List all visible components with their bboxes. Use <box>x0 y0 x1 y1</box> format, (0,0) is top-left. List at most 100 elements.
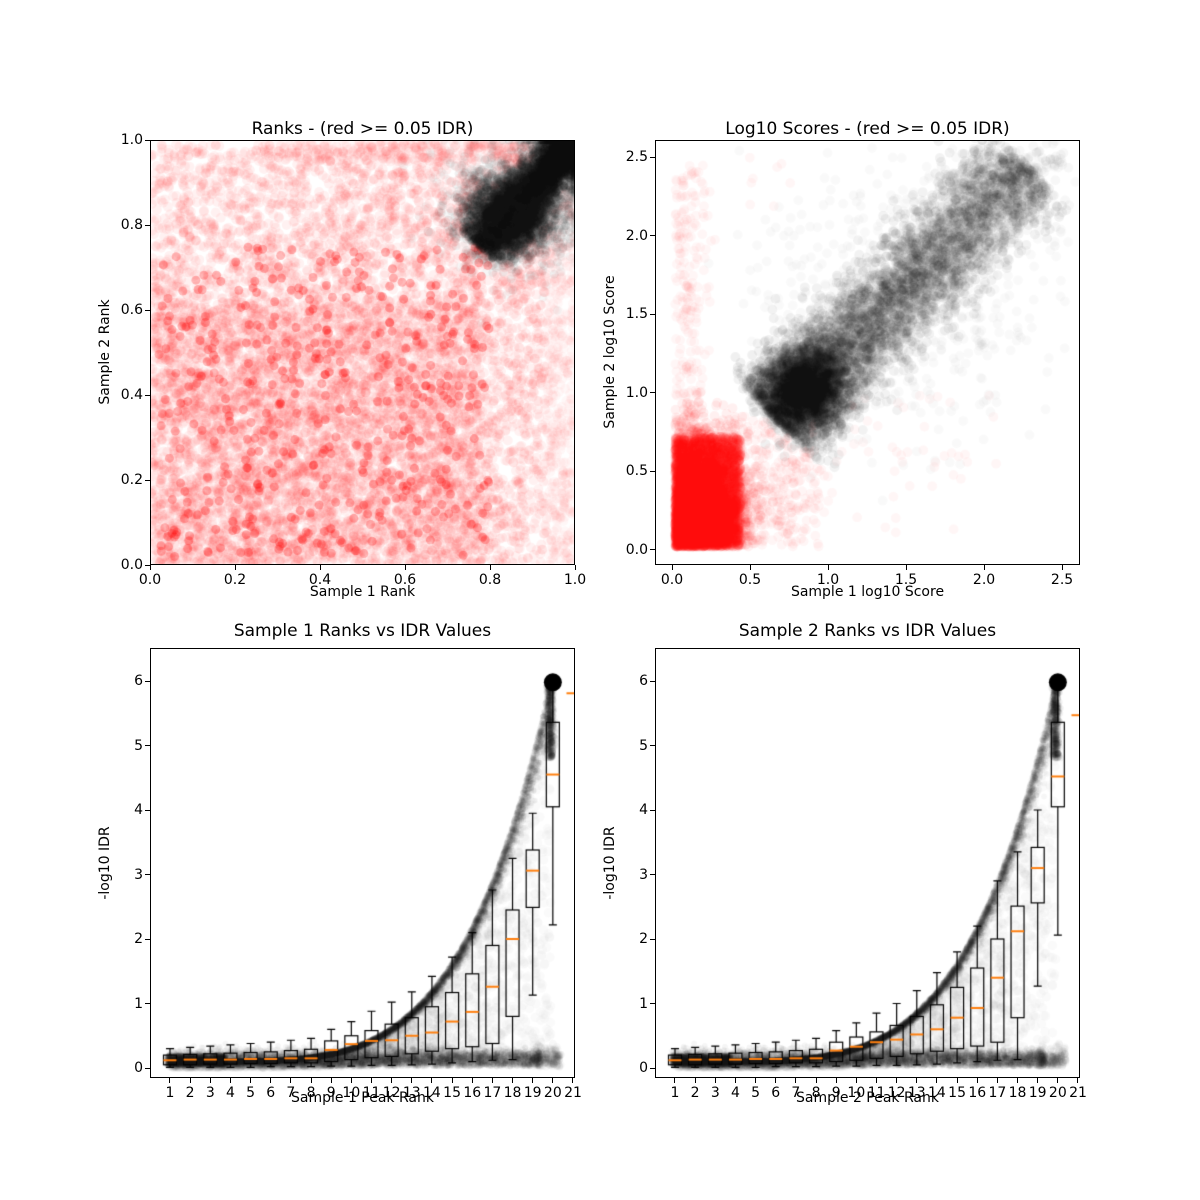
log10_scores_scatter-y-tick <box>650 392 655 394</box>
sample2_rank_vs_idr-x-tick <box>956 1078 958 1083</box>
sample2_rank_vs_idr-y-tick-label: 1 <box>639 995 648 1012</box>
sample1_rank_vs_idr-x-tick-label: 19 <box>523 1085 542 1101</box>
sample1_rank_vs_idr-y-tick-label: 5 <box>134 737 143 754</box>
sample2_rank_vs_idr-x-tick <box>734 1078 736 1083</box>
log10_scores_scatter-x-tick-label: 1.5 <box>894 572 918 588</box>
log10_scores_scatter-y-tick <box>650 549 655 551</box>
sample2_rank_vs_idr-x-tick-label: 16 <box>968 1085 987 1101</box>
ranks_scatter-y-tick-label: 0.8 <box>120 217 143 233</box>
sample2_rank_vs_idr-x-tick <box>855 1078 857 1083</box>
log10_scores_scatter-y-tick-label: 0.0 <box>625 541 648 558</box>
sample1_rank_vs_idr-x-tick-label: 18 <box>503 1085 522 1101</box>
plot-canvas-idr2 <box>655 648 1080 1078</box>
sample2_rank_vs_idr-x-tick <box>1017 1078 1019 1083</box>
log10_scores_scatter-y-tick-label: 1.0 <box>625 384 648 401</box>
sample1_rank_vs_idr-y-tick <box>145 1067 150 1069</box>
sample2_rank_vs_idr-x-tick <box>875 1078 877 1083</box>
ranks_scatter-x-tick-label: 0.8 <box>478 572 502 588</box>
sample2_rank_vs_idr-y-tick <box>650 1003 655 1004</box>
ranks_scatter-x-tick-label: 0.6 <box>393 572 417 588</box>
ranks_scatter-x-tick <box>574 565 576 570</box>
xlabel-ranks-plot: Sample 1 Rank <box>309 584 416 600</box>
sample2_rank_vs_idr-x-tick <box>815 1078 817 1083</box>
sample2_rank_vs_idr-x-tick-label: 12 <box>887 1085 906 1101</box>
sample2_rank_vs_idr-x-tick <box>795 1078 797 1083</box>
xlabel-sample2-idr-plot: Sample 2 Peak Rank <box>796 1090 939 1106</box>
log10_scores_scatter-x-tick <box>749 565 751 570</box>
sample1_rank_vs_idr-x-tick-label: 15 <box>443 1085 461 1101</box>
sample1_rank_vs_idr-x-tick <box>250 1078 252 1083</box>
sample2_rank_vs_idr-x-tick <box>775 1078 777 1083</box>
sample2_rank_vs_idr-x-tick <box>916 1078 918 1083</box>
sample1_rank_vs_idr-x-tick-label: 10 <box>342 1085 361 1101</box>
sample1_rank_vs_idr-x-tick-label: 16 <box>463 1085 482 1101</box>
sample2_rank_vs_idr-x-tick-label: 11 <box>867 1085 886 1101</box>
sample1_rank_vs_idr-x-tick-label: 9 <box>326 1085 336 1101</box>
ranks_scatter-x-tick <box>319 565 321 570</box>
sample1_rank_vs_idr-x-tick-label: 6 <box>266 1085 276 1101</box>
sample2_rank_vs_idr-x-tick-label: 14 <box>928 1085 946 1101</box>
sample1_rank_vs_idr-x-tick-label: 13 <box>402 1085 421 1101</box>
title-ranks-plot: Ranks - (red >= 0.05 IDR) <box>251 119 474 139</box>
ranks_scatter-x-tick <box>149 565 151 570</box>
sample2_rank_vs_idr-y-tick-label: 2 <box>639 931 648 947</box>
sample2_rank_vs_idr-y-tick <box>650 1067 655 1069</box>
log10_scores_scatter-y-tick <box>650 470 655 472</box>
ranks_scatter-y-tick-label: 0.0 <box>120 557 143 573</box>
sample1_rank_vs_idr-x-tick-label: 5 <box>246 1085 256 1101</box>
sample2_rank_vs_idr-x-tick-label: 8 <box>811 1085 821 1101</box>
sample1_rank_vs_idr-y-tick <box>145 938 150 940</box>
sample2_rank_vs_idr-y-tick-label: 5 <box>639 737 648 754</box>
ranks_scatter-x-tick <box>489 565 491 570</box>
ranks_scatter-x-tick-label: 0.0 <box>138 572 162 588</box>
sample1_rank_vs_idr-x-tick <box>169 1078 171 1083</box>
sample1_rank_vs_idr-x-tick <box>532 1078 534 1083</box>
ranks_scatter-y-tick <box>145 394 150 396</box>
sample1_rank_vs_idr-x-tick-label: 14 <box>423 1085 441 1101</box>
title-scores-plot: Log10 Scores - (red >= 0.05 IDR) <box>725 119 1010 139</box>
log10_scores_scatter-y-tick <box>650 313 655 315</box>
xlabel-sample1-idr-plot: Sample 1 Peak Rank <box>291 1090 434 1106</box>
sample2_rank_vs_idr-x-tick <box>674 1078 676 1083</box>
ranks_scatter-y-tick-label: 0.6 <box>120 302 143 318</box>
sample1_rank_vs_idr-x-tick-label: 7 <box>286 1085 296 1101</box>
sample1_rank_vs_idr-x-tick <box>552 1078 554 1083</box>
log10_scores_scatter-x-tick-label: 0.5 <box>738 572 762 588</box>
sample1_rank_vs_idr-y-tick <box>145 874 150 875</box>
sample2_rank_vs_idr-x-tick-label: 21 <box>1069 1085 1087 1101</box>
sample2_rank_vs_idr-y-tick-label: 3 <box>639 866 648 883</box>
sample1_rank_vs_idr-x-tick <box>431 1078 433 1083</box>
title-sample2-idr-plot: Sample 2 Ranks vs IDR Values <box>738 621 997 641</box>
sample2_rank_vs_idr-y-tick <box>650 938 655 940</box>
plot-canvas-scores <box>655 140 1080 565</box>
plot-canvas-ranks <box>150 140 575 565</box>
sample1_rank_vs_idr-x-tick <box>572 1078 574 1083</box>
sample2_rank_vs_idr-x-tick-label: 19 <box>1028 1085 1047 1101</box>
sample2_rank_vs_idr-y-tick <box>650 809 655 811</box>
ranks_scatter-y-tick <box>145 309 150 311</box>
log10_scores_scatter-x-tick <box>983 565 985 570</box>
log10_scores_scatter-x-tick-label: 2.0 <box>972 572 996 588</box>
sample2_rank_vs_idr-x-tick-label: 6 <box>771 1085 781 1101</box>
sample2_rank_vs_idr-y-tick-label: 6 <box>639 673 648 690</box>
sample1_rank_vs_idr-x-tick <box>270 1078 272 1083</box>
sample2_rank_vs_idr-x-tick <box>1037 1078 1039 1083</box>
sample2_rank_vs_idr-y-tick <box>650 745 655 747</box>
ylabel-ranks-plot: Sample 2 Rank <box>97 299 113 405</box>
sample1_rank_vs_idr-x-tick <box>391 1078 393 1083</box>
sample2_rank_vs_idr-x-tick-label: 3 <box>710 1085 720 1101</box>
ranks_scatter-y-tick <box>145 479 150 481</box>
sample2_rank_vs_idr-x-tick-label: 7 <box>791 1085 801 1101</box>
xlabel-scores-plot: Sample 1 log10 Score <box>790 584 945 600</box>
sample2_rank_vs_idr-x-tick <box>694 1078 696 1083</box>
sample2_rank_vs_idr-x-tick-label: 2 <box>690 1085 700 1101</box>
log10_scores_scatter-x-tick <box>827 565 829 570</box>
log10_scores_scatter-y-tick-label: 0.5 <box>625 463 648 480</box>
sample2_rank_vs_idr-x-tick <box>976 1078 978 1083</box>
sample1_rank_vs_idr-x-tick <box>512 1078 514 1083</box>
sample1_rank_vs_idr-x-tick <box>491 1078 493 1083</box>
sample2_rank_vs_idr-x-tick <box>755 1078 757 1083</box>
sample1_rank_vs_idr-x-tick <box>451 1078 453 1083</box>
log10_scores_scatter-x-tick <box>1061 565 1063 570</box>
sample1_rank_vs_idr-y-tick-label: 0 <box>134 1060 143 1076</box>
